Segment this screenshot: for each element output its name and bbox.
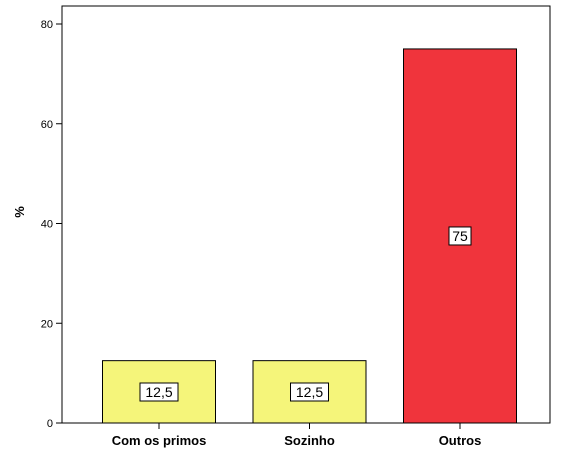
y-axis-label: %	[12, 206, 27, 218]
data-label-box	[139, 382, 179, 402]
data-label: 12,5	[145, 384, 172, 400]
data-label: 12,5	[296, 384, 323, 400]
data-label-box	[290, 382, 329, 402]
data-labels: 12,5 12,5 75	[139, 226, 472, 402]
data-label-box	[448, 226, 472, 246]
y-axis: 0 20 40 60 80	[41, 19, 62, 430]
y-tick-label: 80	[41, 19, 53, 31]
data-label: 75	[452, 228, 468, 244]
y-tick-label: 40	[41, 219, 53, 231]
category-label: Com os primos	[112, 433, 207, 448]
y-tick-label: 0	[47, 418, 53, 430]
bars	[102, 48, 517, 424]
y-tick-label: 20	[41, 318, 53, 330]
category-label: Outros	[439, 433, 482, 448]
category-label: Sozinho	[284, 433, 335, 448]
x-axis: Com os primos Sozinho Outros	[112, 423, 482, 448]
y-tick-label: 60	[41, 119, 53, 131]
